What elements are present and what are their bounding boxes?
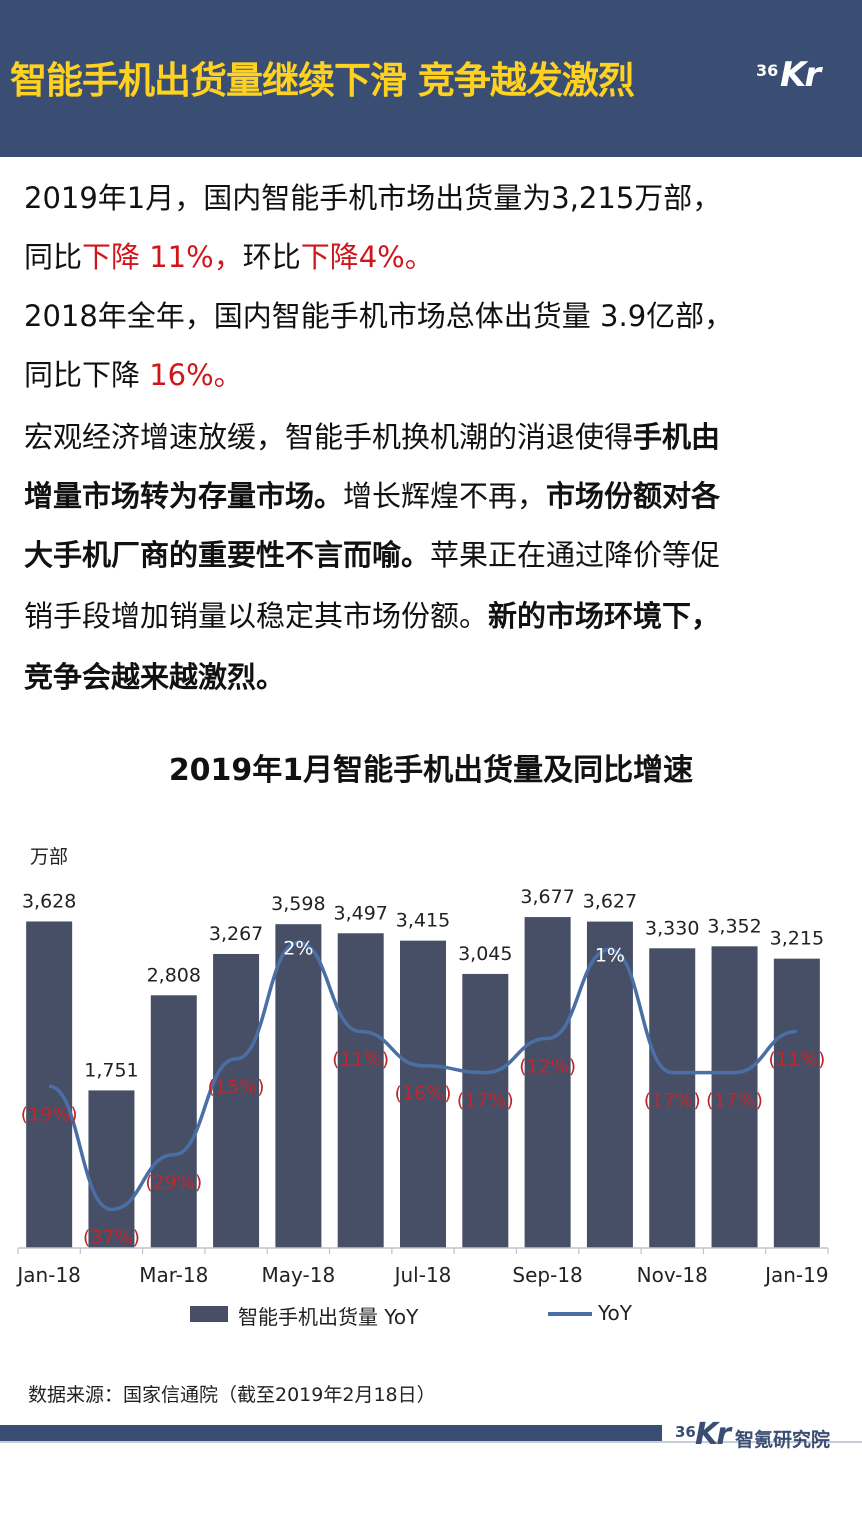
bar-value-label: 3,330 [645,917,699,939]
yoy-value-label: (12%) [519,1055,576,1077]
x-tick-label: Mar-18 [139,1263,208,1287]
footer-logo-number: 36 [675,1423,696,1441]
chart-title: 2019年1月智能手机出货量及同比增速 [168,753,694,788]
yoy-value-label: (11%) [332,1049,389,1071]
bar [524,917,571,1248]
bar-value-label: 1,751 [84,1059,138,1081]
bold-text: 新的市场环境下， [488,599,721,633]
legend-bar-label: 智能手机出货量 YoY [238,1305,419,1329]
x-tick-label: May-18 [262,1263,336,1287]
legend-line-swatch [548,1312,592,1316]
paragraph-line: 2019年1月，国内智能手机市场出货量为3,215万部， [24,169,839,228]
yoy-value-label: (17%) [457,1090,514,1112]
footer-org-name: 智氪研究院 [735,1429,831,1451]
yoy-value-label: 1% [595,944,625,966]
text-span: 同比下降 [24,358,150,392]
bold-text: 市场份额对各 [546,479,721,513]
yoy-value-label: (29%) [145,1172,202,1194]
yoy-line [48,940,797,1212]
bold-text: 增量市场转为存量市场。 [24,479,344,513]
yoy-value-label: (17%) [706,1090,763,1112]
text-span: 增长辉煌不再， [343,479,547,513]
paragraph-line: 同比下降 11%，环比下降4%。 [24,228,839,287]
bar-value-label: 2,808 [147,964,201,986]
text-span: 宏观经济增速放缓，智能手机换机潮的消退使得 [24,420,634,454]
bar-value-label: 3,415 [396,910,450,932]
bar-value-label: 3,628 [22,890,76,912]
yoy-value-label: (17%) [644,1090,701,1112]
bar-value-label: 3,497 [333,902,387,924]
x-tick-label: Nov-18 [637,1263,708,1287]
text-span: 同比 [24,240,83,274]
bar [773,958,820,1248]
bar-value-label: 3,352 [707,915,761,937]
chart-legend: 智能手机出货量 YoY YoY [0,1300,862,1330]
bold-text: 大手机厂商的重要性不言而喻。 [24,538,431,572]
bar [88,1090,135,1248]
bar [400,940,446,1248]
x-tick-label: Sep-18 [512,1263,582,1287]
data-source: 数据来源：国家信通院（截至2019年2月18日） [28,1384,436,1406]
x-tick-label: Jan-18 [15,1263,81,1287]
brand-logo: 36 Kr [728,45,850,107]
text-span: 销手段增加销量以稳定其市场份额。 [24,599,489,633]
paragraph-line: 大手机厂商的重要性不言而喻。苹果正在通过降价等促 [24,526,839,585]
highlight-text: 下降 11%， [82,240,243,274]
bar [711,946,758,1248]
paragraph-line: 增量市场转为存量市场。增长辉煌不再，市场份额对各 [24,467,839,526]
bar [275,924,322,1248]
footer-divider [0,1441,862,1443]
footer-bar [0,1425,662,1441]
bar [462,973,509,1248]
yoy-value-label: 2% [283,938,313,960]
bar-value-label: 3,627 [583,891,637,913]
text-span: 2019年1月，国内智能手机市场出货量为3,215万部， [24,181,722,215]
x-tick-label: Jul-18 [393,1263,452,1287]
bold-text: 手机由 [633,420,721,454]
bar [337,933,384,1248]
yoy-value-label: (11%) [768,1049,825,1071]
y-axis-unit: 万部 [30,846,69,868]
x-tick-label: Jan-19 [763,1263,829,1287]
paragraph-line: 2018年全年，国内智能手机市场总体出货量 3.9亿部， [24,287,839,346]
paragraph-line: 宏观经济增速放缓，智能手机换机潮的消退使得手机由 [24,408,839,467]
bar [213,953,260,1248]
legend-bar-swatch [190,1306,228,1322]
bar-value-label: 3,045 [458,943,512,965]
page-title: 智能手机出货量继续下滑 竞争越发激烈 [10,59,635,102]
yoy-value-label: (37%) [83,1226,140,1248]
bold-text: 竞争会越来越激烈。 [24,660,286,694]
bar [150,995,197,1248]
bar-value-label: 3,598 [271,893,325,915]
paragraph-line: 同比下降 16%。 [24,346,839,405]
paragraph-line: 竞争会越来越激烈。 [24,648,839,707]
highlight-text: 16%。 [149,358,243,392]
yoy-value-label: (16%) [394,1083,451,1105]
text-span: 苹果正在通过降价等促 [430,538,721,572]
yoy-value-label: (19%) [21,1103,78,1125]
header-banner: 智能手机出货量继续下滑 竞争越发激烈 36 Kr [0,0,862,157]
chart-area: 3,628 1,751 2,808 3,267 3,598 3,497 3,415 3,045… [15,886,829,1287]
bar-value-label: 3,215 [770,928,824,950]
text-span: 环比 [242,240,301,274]
highlight-text: 下降4%。 [300,240,434,274]
text-span: 2018年全年，国内智能手机市场总体出货量 3.9亿部， [24,299,734,333]
bar [586,921,633,1248]
bar-value-label: 3,677 [520,886,574,908]
yoy-value-label: (15%) [208,1076,265,1098]
bar [649,948,696,1248]
logo-kr: Kr [780,55,821,95]
footer-logo-kr: Kr [695,1417,731,1452]
paragraph-line: 销手段增加销量以稳定其市场份额。新的市场环境下， [24,587,839,646]
legend-line-label: YoY [598,1301,633,1325]
bar-value-label: 3,267 [209,923,263,945]
logo-number: 36 [756,61,779,80]
